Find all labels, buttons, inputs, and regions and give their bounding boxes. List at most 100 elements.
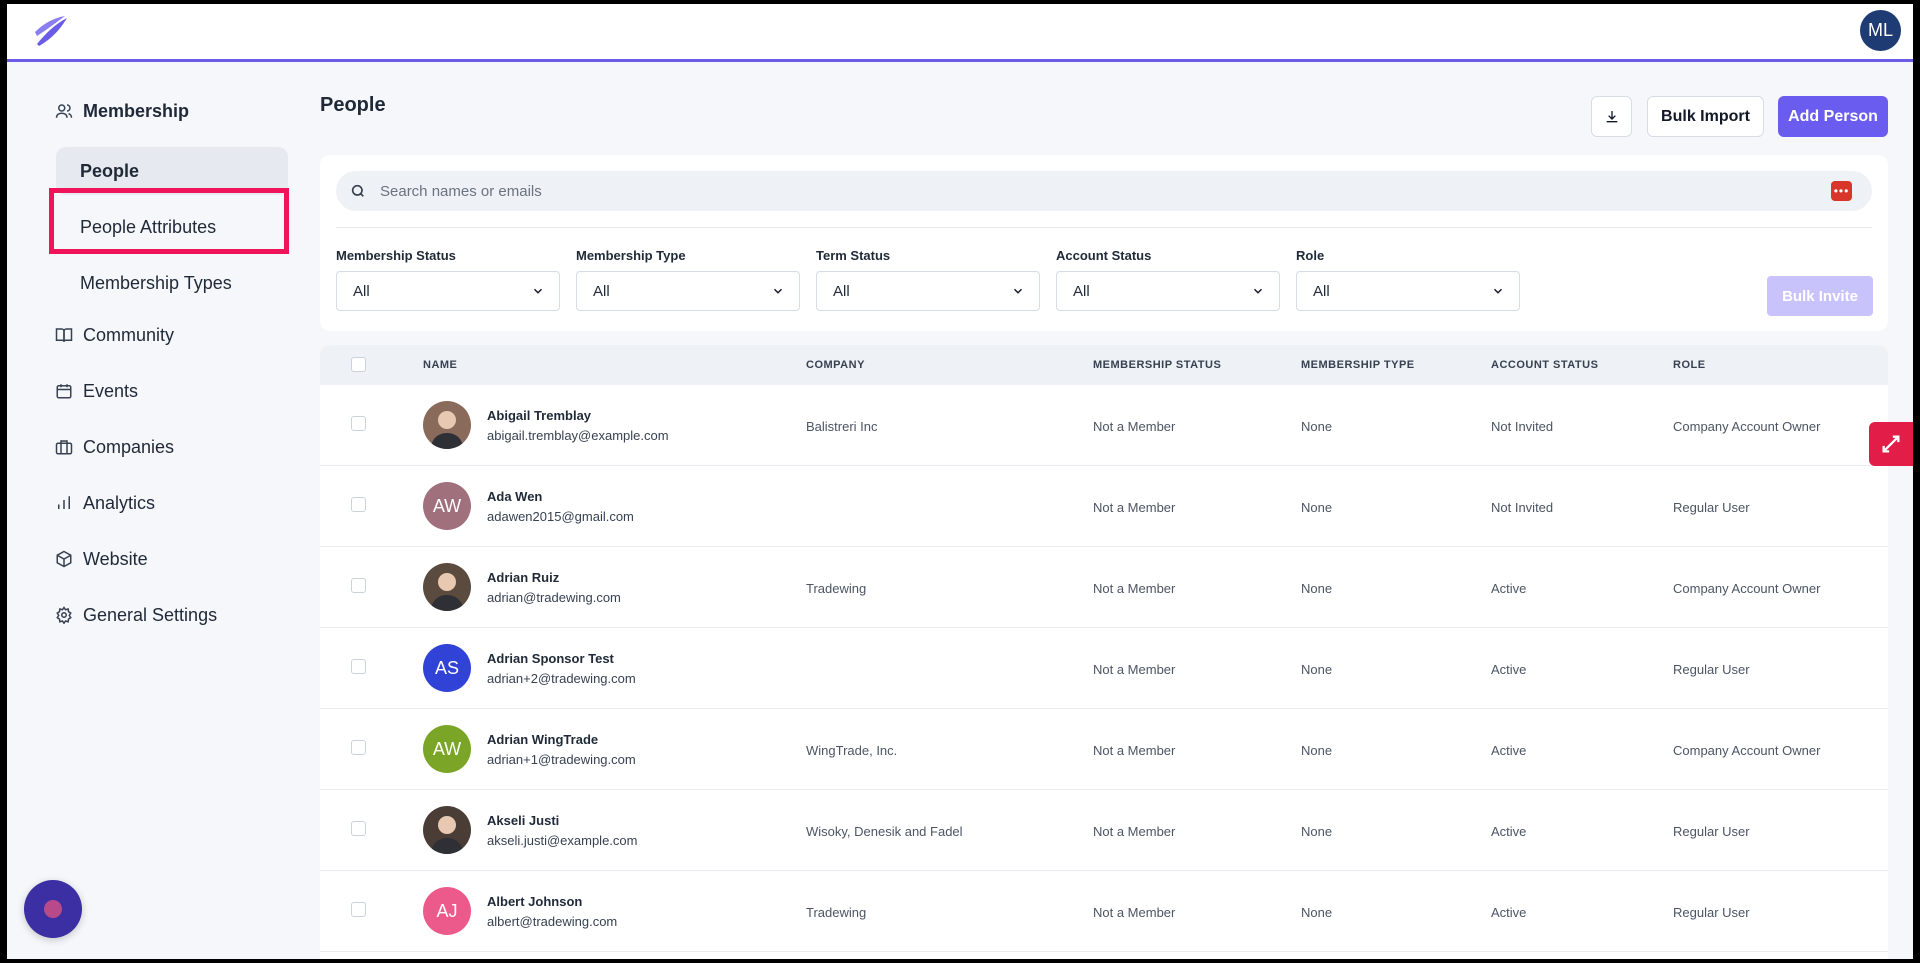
- row-checkbox[interactable]: [351, 578, 366, 593]
- bulk-invite-button[interactable]: Bulk Invite: [1767, 276, 1873, 316]
- table-row[interactable]: Abigail Tremblay abigail.tremblay@example…: [320, 385, 1888, 466]
- user-avatar[interactable]: ML: [1860, 10, 1901, 51]
- sidebar-item-membership-types[interactable]: Membership Types: [56, 259, 288, 307]
- sidebar: Membership People People Attributes Memb…: [7, 65, 307, 959]
- cell-membership-status: Not a Member: [1093, 743, 1176, 758]
- sidebar-item-people-attributes[interactable]: People Attributes: [56, 203, 288, 251]
- people-table: NAME COMPANY MEMBERSHIP STATUS MEMBERSHI…: [320, 345, 1888, 959]
- table-row[interactable]: Adrian Ruiz adrian@tradewing.com Tradewing…: [320, 547, 1888, 628]
- membership-status-select[interactable]: All: [336, 271, 560, 311]
- sidebar-item-general-settings[interactable]: General Settings: [55, 595, 217, 635]
- cell-account-status: Active: [1491, 662, 1527, 677]
- cube-icon: [56, 550, 72, 568]
- person-email: adrian@tradewing.com: [487, 590, 621, 605]
- sidebar-item-companies[interactable]: Companies: [55, 427, 174, 467]
- cell-account-status: Active: [1491, 905, 1527, 920]
- column-header-role[interactable]: ROLE: [1673, 359, 1706, 371]
- sidebar-item-label: General Settings: [83, 604, 218, 625]
- select-value: All: [1313, 282, 1330, 300]
- person-name[interactable]: Albert Johnson: [487, 894, 583, 909]
- cell-role: Company Account Owner: [1673, 581, 1821, 596]
- search-bar[interactable]: •••: [336, 171, 1872, 211]
- table-row[interactable]: AW Ada Wen adawen2015@gmail.com Not a Membe…: [320, 466, 1888, 547]
- person-name[interactable]: Adrian Ruiz: [487, 570, 560, 585]
- cell-membership-status: Not a Member: [1093, 581, 1176, 596]
- cell-account-status: Active: [1491, 581, 1527, 596]
- column-header-company[interactable]: COMPANY: [806, 359, 865, 371]
- cell-account-status: Active: [1491, 743, 1527, 758]
- person-name[interactable]: Ada Wen: [487, 489, 543, 504]
- cell-membership-type: None: [1301, 662, 1333, 677]
- row-checkbox[interactable]: [351, 740, 366, 755]
- sidebar-item-events[interactable]: Events: [55, 371, 138, 411]
- sidebar-item-label: Membership Types: [80, 272, 232, 293]
- password-manager-icon[interactable]: •••: [1831, 181, 1852, 201]
- avatar: [423, 401, 471, 449]
- person-email: adrian+1@tradewing.com: [487, 752, 636, 767]
- membership-type-select[interactable]: All: [576, 271, 800, 311]
- cell-membership-status: Not a Member: [1093, 662, 1176, 677]
- role-select[interactable]: All: [1296, 271, 1520, 311]
- calendar-icon: [56, 384, 72, 399]
- column-header-account-status[interactable]: ACCOUNT STATUS: [1491, 359, 1599, 371]
- person-name[interactable]: Adrian WingTrade: [487, 732, 599, 747]
- term-status-select[interactable]: All: [816, 271, 1040, 311]
- select-value: All: [353, 282, 370, 300]
- filter-label: Role: [1296, 248, 1325, 263]
- filter-label: Membership Status: [336, 248, 456, 263]
- table-row[interactable]: AS Adrian Sponsor Test adrian+2@tradewing.…: [320, 628, 1888, 709]
- cell-company: Wisoky, Denesik and Fadel: [806, 824, 963, 839]
- table-row[interactable]: AJ Albert Johnson albert@tradewing.com Trad…: [320, 871, 1888, 952]
- person-name[interactable]: Akseli Justi: [487, 813, 560, 828]
- row-checkbox[interactable]: [351, 659, 366, 674]
- chat-widget-button[interactable]: [24, 880, 82, 938]
- row-checkbox[interactable]: [351, 416, 366, 431]
- table-header: NAME COMPANY MEMBERSHIP STATUS MEMBERSHI…: [320, 345, 1888, 385]
- feedback-tab[interactable]: [1869, 422, 1913, 466]
- sidebar-item-membership[interactable]: Membership: [55, 91, 189, 131]
- account-status-select[interactable]: All: [1056, 271, 1280, 311]
- export-button[interactable]: [1591, 96, 1632, 137]
- chevron-down-icon: [533, 288, 543, 294]
- column-header-membership-type[interactable]: MEMBERSHIP TYPE: [1301, 359, 1415, 371]
- row-checkbox[interactable]: [351, 497, 366, 512]
- column-header-name[interactable]: NAME: [423, 359, 458, 371]
- avatar: AS: [423, 644, 471, 692]
- sidebar-item-community[interactable]: Community: [55, 315, 174, 355]
- table-row[interactable]: AW Adrian WingTrade adrian+1@tradewing.com…: [320, 709, 1888, 790]
- cell-account-status: Active: [1491, 824, 1527, 839]
- book-open-icon: [55, 328, 73, 342]
- sidebar-item-label: Companies: [83, 436, 175, 457]
- column-header-membership-status[interactable]: MEMBERSHIP STATUS: [1093, 359, 1222, 371]
- bulk-import-button[interactable]: Bulk Import: [1647, 96, 1764, 137]
- filter-membership-status: Membership Status All: [336, 248, 560, 311]
- logo-icon[interactable]: [31, 14, 71, 50]
- cell-membership-type: None: [1301, 581, 1333, 596]
- select-value: All: [1073, 282, 1090, 300]
- filter-account-status: Account Status All: [1056, 248, 1280, 311]
- top-bar: ML: [7, 4, 1913, 62]
- cell-account-status: Not Invited: [1491, 500, 1554, 515]
- add-person-button[interactable]: Add Person: [1778, 96, 1888, 137]
- cell-company: Balistreri Inc: [806, 419, 878, 434]
- search-input[interactable]: [380, 182, 1780, 200]
- sidebar-item-label: People: [80, 160, 140, 181]
- sidebar-item-people[interactable]: People: [56, 147, 288, 195]
- avatar: AW: [423, 482, 471, 530]
- table-row[interactable]: Akseli Justi akseli.justi@example.com Wiso…: [320, 790, 1888, 871]
- cell-membership-type: None: [1301, 500, 1333, 515]
- sidebar-item-label: Community: [83, 324, 175, 345]
- select-all-checkbox[interactable]: [351, 357, 366, 372]
- person-name[interactable]: Abigail Tremblay: [487, 408, 592, 423]
- avatar: AJ: [423, 887, 471, 935]
- cell-company: Tradewing: [806, 905, 867, 920]
- row-checkbox[interactable]: [351, 902, 366, 917]
- chevron-down-icon: [773, 288, 783, 294]
- person-name[interactable]: Adrian Sponsor Test: [487, 651, 614, 666]
- row-checkbox[interactable]: [351, 821, 366, 836]
- cell-role: Regular User: [1673, 500, 1750, 515]
- cell-membership-type: None: [1301, 824, 1333, 839]
- person-email: adawen2015@gmail.com: [487, 509, 634, 524]
- sidebar-item-website[interactable]: Website: [55, 539, 148, 579]
- sidebar-item-analytics[interactable]: Analytics: [55, 483, 155, 523]
